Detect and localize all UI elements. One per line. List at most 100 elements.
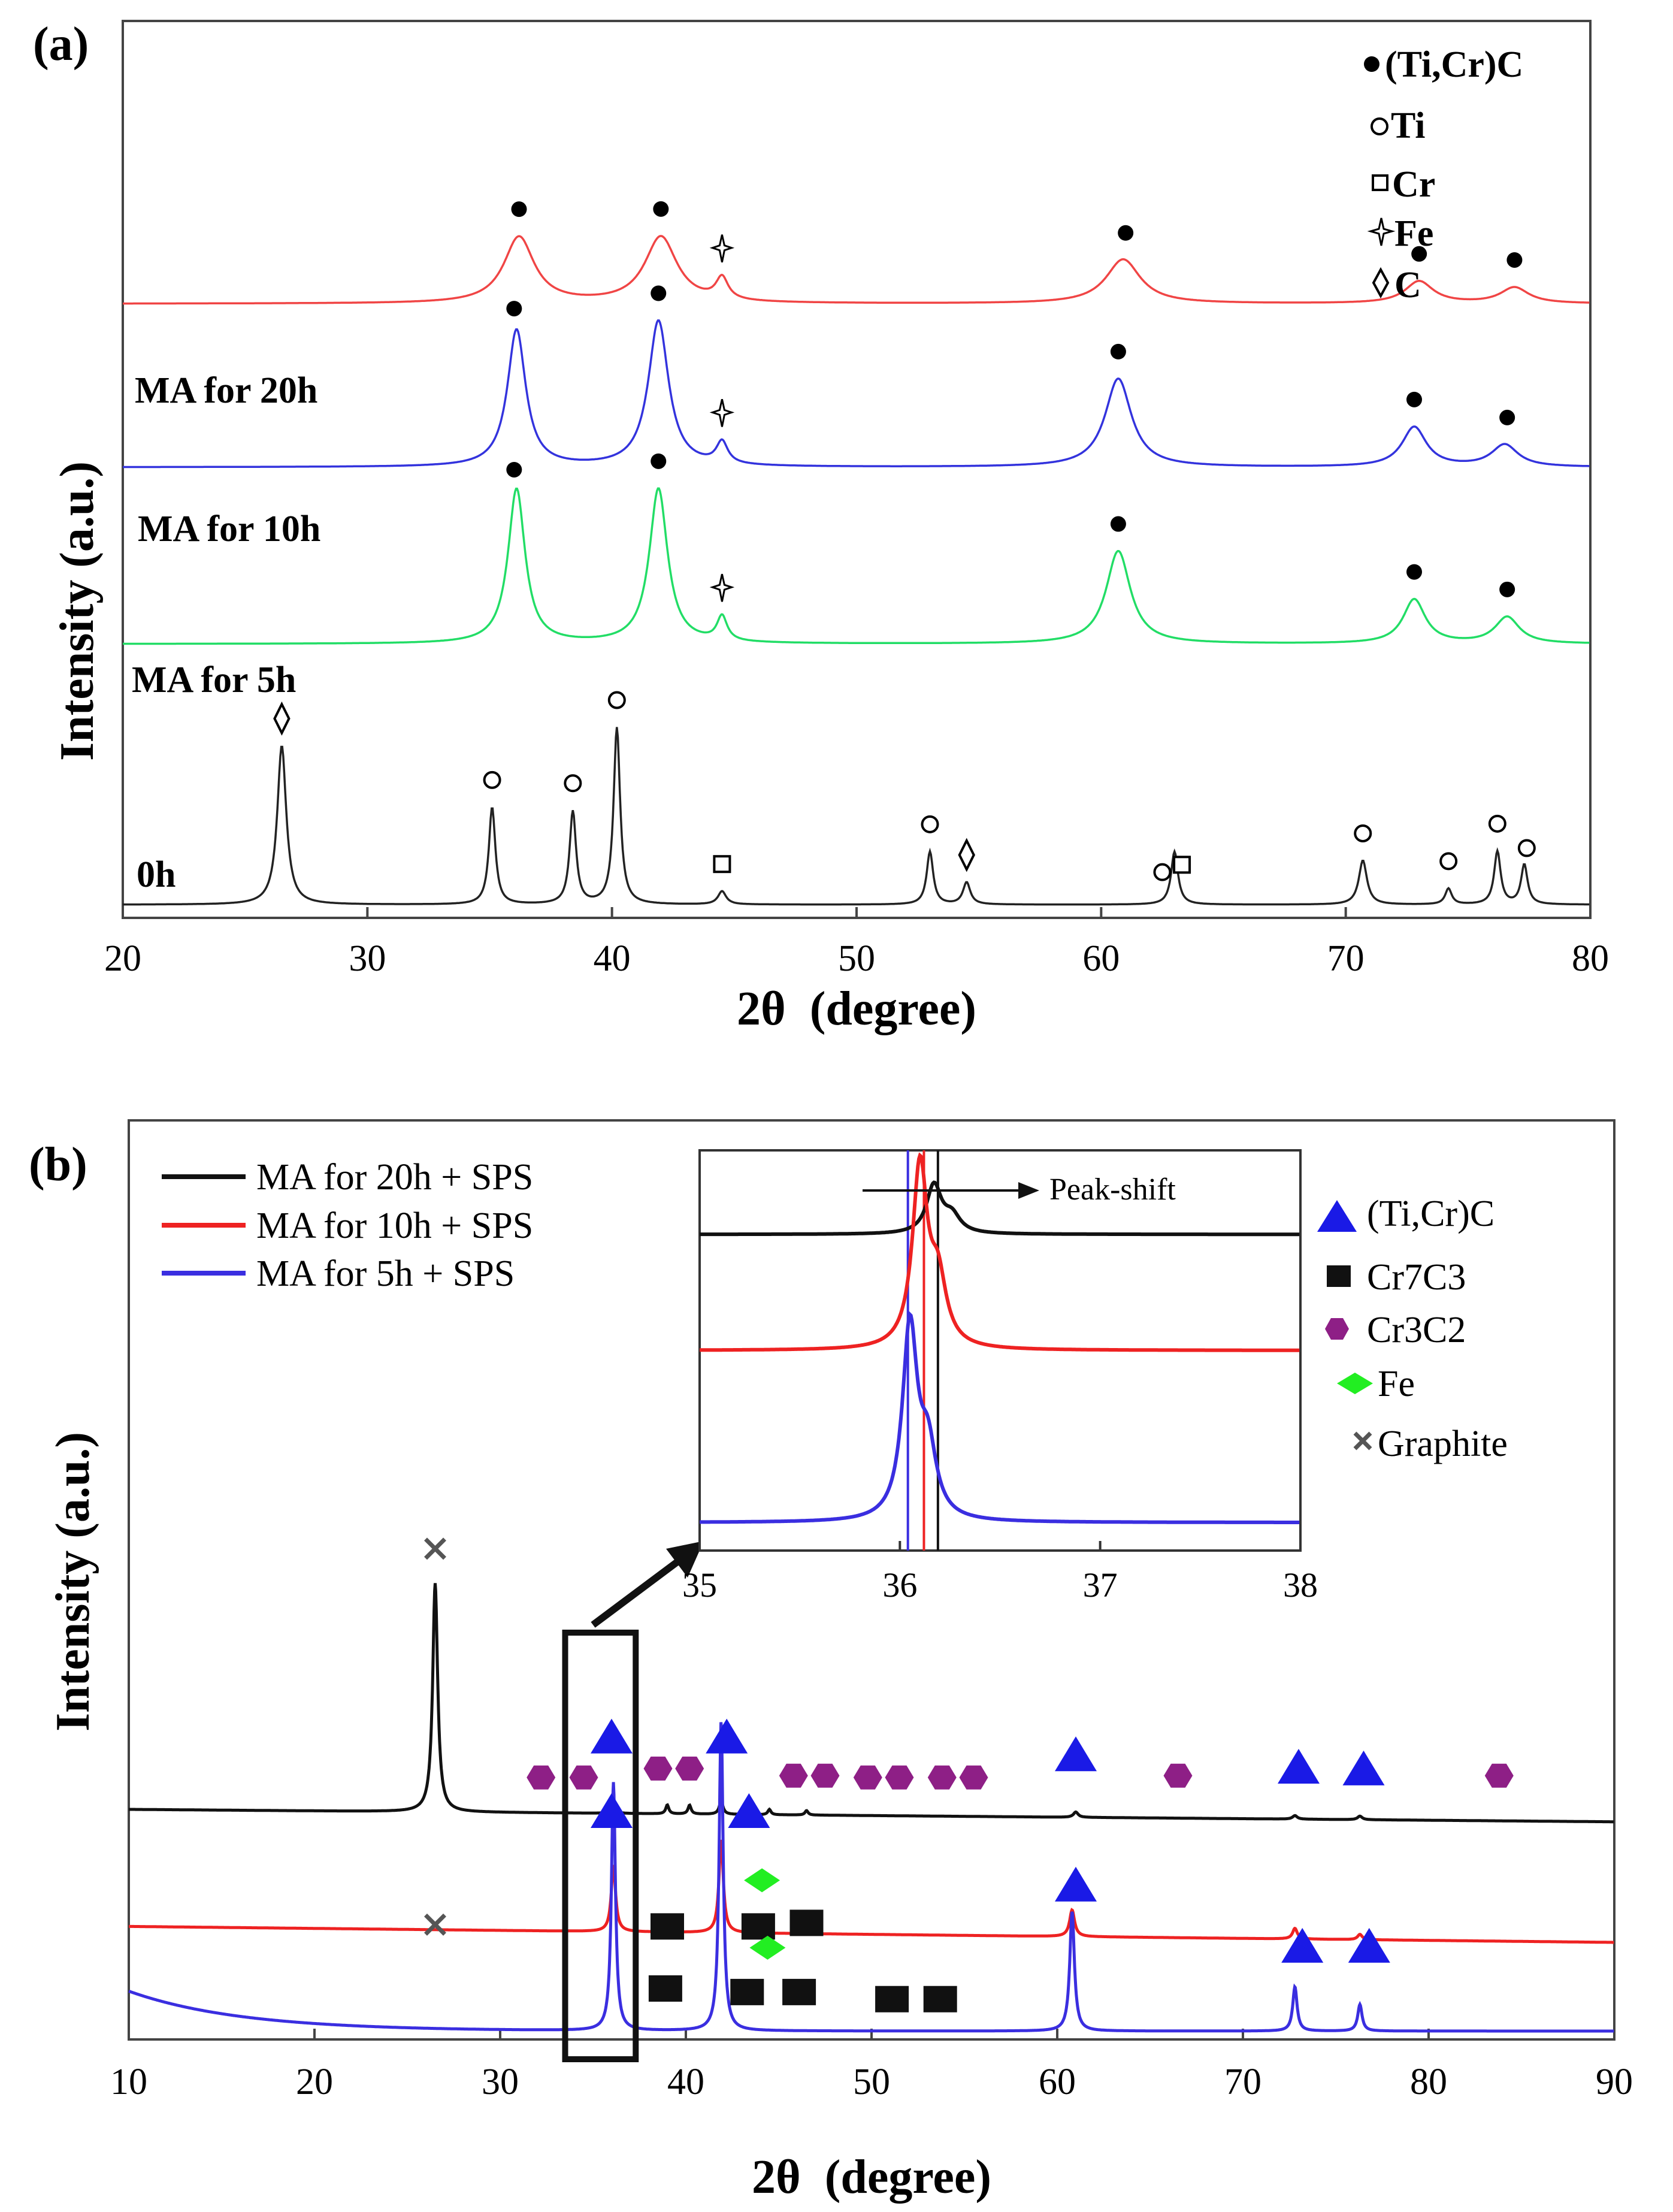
x-tick-label: 10 bbox=[110, 2062, 147, 2102]
phase-marker-cross bbox=[424, 1913, 446, 1936]
panel-b-phase-markers bbox=[424, 1537, 1514, 2012]
peak-marker-open-circle bbox=[1439, 852, 1458, 871]
peak-marker-filled-circle bbox=[506, 461, 522, 478]
inset-series-line bbox=[700, 1180, 1300, 1237]
series-line-ma-for-10h bbox=[123, 319, 1590, 469]
filled-circle-icon bbox=[1364, 56, 1379, 72]
panel-b-series-legend: MA for 20h + SPS MA for 10h + SPS MA for… bbox=[162, 1157, 533, 1294]
x-tick-label: 60 bbox=[1039, 2062, 1076, 2102]
inset-tick-label: 37 bbox=[1083, 1566, 1118, 1604]
panel-b-y-axis-title: Intensity (a.u.) bbox=[47, 1432, 99, 1731]
peak-marker-filled-circle bbox=[651, 453, 667, 469]
panel-b-phase-legend: (Ti,Cr)C Cr7C3 Cr3C2 Fe Graphite bbox=[1317, 1193, 1508, 1464]
phase-marker-triangle bbox=[1278, 1748, 1320, 1784]
inset-series bbox=[700, 1152, 1300, 1524]
series-label-20h: MA for 20h bbox=[135, 370, 317, 411]
phase-marker-cross bbox=[424, 1537, 446, 1560]
inset-tick-label: 36 bbox=[882, 1566, 917, 1604]
inset-series-line bbox=[700, 1311, 1300, 1524]
inset-plot: 35 36 37 38 Peak-shift bbox=[682, 1149, 1318, 1604]
zoom-region-box bbox=[562, 1630, 639, 2062]
phase-marker-hexagon bbox=[885, 1765, 914, 1790]
series-label-5h: MA for 5h bbox=[132, 660, 296, 700]
phase-marker-triangle bbox=[728, 1793, 770, 1828]
panel-a-legend: (Ti,Cr)C Ti Cr Fe C bbox=[1364, 44, 1523, 306]
peak-marker-filled-circle bbox=[1406, 564, 1422, 580]
peak-marker-filled-circle bbox=[1411, 246, 1427, 262]
peak-marker-open-square bbox=[713, 855, 731, 874]
phase-marker-hexagon bbox=[569, 1765, 598, 1790]
phase-marker-hexagon bbox=[527, 1765, 556, 1790]
legend-label: Cr7C3 bbox=[1367, 1257, 1466, 1298]
phase-marker-diamond bbox=[744, 1868, 780, 1893]
panel-a-label: (a) bbox=[33, 18, 89, 71]
peak-shift-arrow bbox=[863, 1182, 1039, 1199]
triangle-icon bbox=[1317, 1200, 1357, 1232]
inset-guide-lines bbox=[906, 1150, 939, 1551]
phase-marker-hexagon bbox=[853, 1765, 882, 1790]
legend-label: (Ti,Cr)C bbox=[1385, 44, 1523, 85]
x-tick-label: 60 bbox=[1082, 938, 1120, 979]
panel-a-plot-frame bbox=[122, 20, 1592, 919]
legend-entry-10h-sps: MA for 10h + SPS bbox=[162, 1205, 533, 1246]
series-label-10h: MA for 10h bbox=[138, 509, 320, 549]
phase-marker-square bbox=[651, 1913, 684, 1940]
peak-marker-star bbox=[709, 573, 735, 602]
peak-marker-filled-circle bbox=[653, 201, 669, 217]
x-tick-label: 40 bbox=[594, 938, 631, 979]
peak-marker-open-circle bbox=[607, 691, 626, 709]
legend-entry-20h-sps: MA for 20h + SPS bbox=[162, 1157, 533, 1198]
phase-marker-square bbox=[648, 1975, 682, 2002]
zoom-arrow bbox=[591, 1541, 704, 1628]
inset-series-line bbox=[700, 1152, 1300, 1352]
phase-marker-square bbox=[730, 1978, 764, 2005]
series-line-ma-for-20h-sps bbox=[129, 1583, 1614, 1824]
panel-a-x-ticks: 20 30 40 50 60 70 80 bbox=[104, 907, 1609, 979]
peak-marker-open-circle bbox=[921, 815, 939, 833]
phase-marker-hexagon bbox=[675, 1756, 704, 1781]
x-tick-label: 70 bbox=[1327, 938, 1365, 979]
legend-label: Cr3C2 bbox=[1367, 1310, 1466, 1350]
legend-entry-graphite: Graphite bbox=[1353, 1424, 1508, 1464]
legend-entry-ti: Ti bbox=[1371, 105, 1425, 146]
phase-marker-hexagon bbox=[643, 1756, 673, 1781]
x-tick-label: 30 bbox=[482, 2062, 519, 2102]
phase-marker-square bbox=[782, 1978, 816, 2005]
panel-b-label: (b) bbox=[29, 1138, 87, 1191]
phase-marker-hexagon bbox=[927, 1765, 957, 1790]
peak-marker-filled-circle bbox=[506, 301, 522, 317]
legend-label: MA for 5h + SPS bbox=[256, 1253, 515, 1294]
legend-entry-cr7c3: Cr7C3 bbox=[1327, 1257, 1466, 1298]
x-tick-label: 40 bbox=[667, 2062, 704, 2102]
legend-label: Fe bbox=[1394, 213, 1433, 254]
series-line-ma-for-5h bbox=[123, 487, 1590, 645]
legend-label: MA for 10h + SPS bbox=[256, 1205, 533, 1246]
peak-marker-diamond bbox=[958, 838, 975, 872]
peak-marker-filled-circle bbox=[1110, 516, 1126, 532]
hexagon-icon bbox=[1325, 1318, 1349, 1340]
phase-marker-triangle bbox=[591, 1793, 633, 1828]
legend-label: C bbox=[1394, 265, 1421, 306]
legend-entry-cr3c2: Cr3C2 bbox=[1325, 1310, 1466, 1350]
peak-marker-open-circle bbox=[1354, 824, 1372, 843]
cross-icon bbox=[1353, 1431, 1372, 1451]
phase-marker-hexagon bbox=[959, 1765, 988, 1790]
peak-marker-filled-circle bbox=[1406, 391, 1422, 407]
panel-a-y-axis-title: Intensity (a.u.) bbox=[51, 461, 104, 761]
legend-entry-5h-sps: MA for 5h + SPS bbox=[162, 1253, 515, 1294]
panel-a: (a) 20 30 40 50 60 70 80 MA for 20h MA for 10h… bbox=[33, 18, 1609, 1035]
legend-label: (Ti,Cr)C bbox=[1367, 1193, 1494, 1234]
panel-b: (b) 10 20 30 40 50 60 70 80 90 MA for 20h + SPS … bbox=[29, 1119, 1633, 2204]
legend-entry-tic: (Ti,Cr)C bbox=[1317, 1193, 1494, 1234]
x-tick-label: 70 bbox=[1224, 2062, 1261, 2102]
phase-marker-triangle bbox=[1342, 1750, 1385, 1785]
x-tick-label: 20 bbox=[104, 938, 141, 979]
phase-marker-triangle bbox=[1281, 1927, 1324, 1963]
panel-a-series bbox=[123, 235, 1590, 906]
square-icon bbox=[1327, 1265, 1351, 1287]
legend-entry-c: C bbox=[1372, 265, 1421, 306]
peak-marker-star bbox=[709, 399, 735, 427]
open-circle-icon bbox=[1371, 117, 1388, 135]
phase-marker-square bbox=[875, 1986, 909, 2012]
x-tick-label: 30 bbox=[349, 938, 386, 979]
